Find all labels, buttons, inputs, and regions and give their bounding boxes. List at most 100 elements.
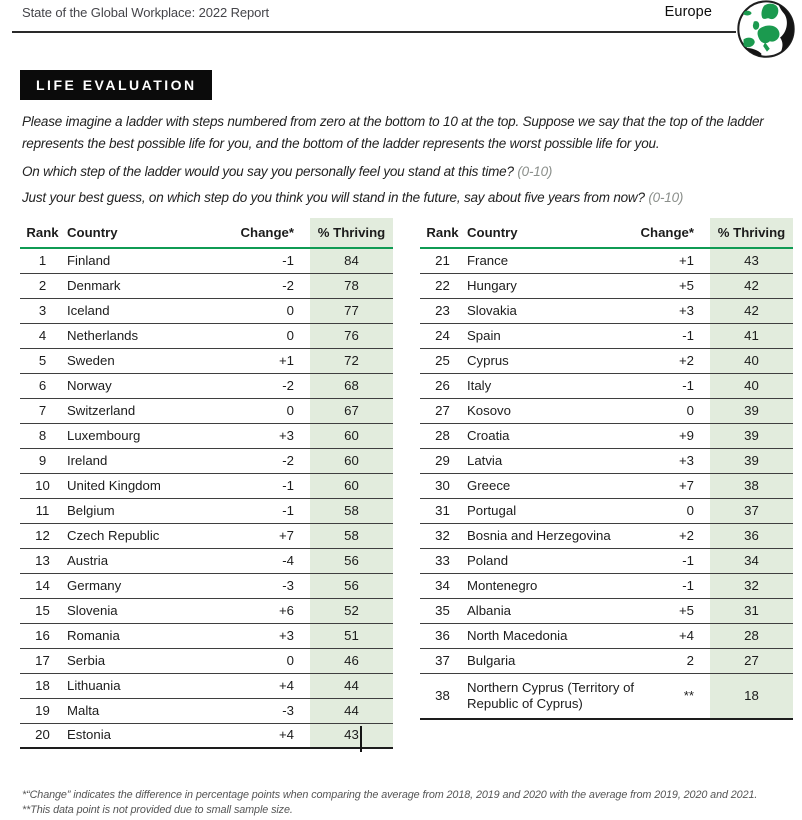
change-column-header: Change*: [640, 218, 710, 249]
country-cell: Slovenia: [65, 598, 240, 624]
rank-cell: 14: [20, 573, 65, 599]
change-cell: +6: [240, 598, 310, 624]
section-title: LIFE EVALUATION: [20, 70, 212, 100]
rank-cell: 17: [20, 648, 65, 674]
thriving-cell: 28: [710, 623, 793, 649]
table-row: 30 Greece +7 38: [420, 473, 793, 499]
thriving-cell: 43: [310, 723, 393, 749]
change-cell: 0: [240, 323, 310, 349]
table-header-row: Rank Country Change* % Thriving: [420, 218, 793, 249]
country-cell: Belgium: [65, 498, 240, 524]
rank-cell: 8: [20, 423, 65, 449]
change-cell: **: [640, 673, 710, 720]
change-cell: 0: [240, 648, 310, 674]
country-cell: France: [465, 248, 640, 274]
table-row: 23 Slovakia +3 42: [420, 298, 793, 324]
rank-cell: 15: [20, 598, 65, 624]
table-row: 25 Cyprus +2 40: [420, 348, 793, 374]
thriving-cell: 41: [710, 323, 793, 349]
country-cell: Netherlands: [65, 323, 240, 349]
country-cell: Serbia: [65, 648, 240, 674]
change-cell: +3: [640, 298, 710, 324]
change-cell: +2: [640, 348, 710, 374]
survey-question-1-scale: (0-10): [517, 164, 553, 179]
rank-cell: 12: [20, 523, 65, 549]
change-cell: 0: [240, 398, 310, 424]
ranking-tables: Rank Country Change* % Thriving 1 Finland…: [20, 218, 793, 780]
change-cell: +1: [640, 248, 710, 274]
thriving-cell: 43: [710, 248, 793, 274]
life-evaluation-table-ranks-1-20: Rank Country Change* % Thriving 1 Finland…: [20, 218, 393, 749]
europe-globe-icon: [737, 0, 795, 58]
country-cell: Northern Cyprus (Territory of Republic o…: [465, 673, 640, 720]
rank-cell: 6: [20, 373, 65, 399]
rank-cell: 37: [420, 648, 465, 674]
country-cell: Sweden: [65, 348, 240, 374]
rank-cell: 21: [420, 248, 465, 274]
rank-column-header: Rank: [420, 218, 465, 249]
footnote-change-definition: *“Change” indicates the difference in pe…: [22, 789, 758, 801]
change-cell: +3: [240, 423, 310, 449]
rank-cell: 18: [20, 673, 65, 699]
rank-cell: 22: [420, 273, 465, 299]
region-label: Europe: [664, 4, 712, 20]
country-cell: Finland: [65, 248, 240, 274]
change-cell: -1: [640, 573, 710, 599]
country-cell: Norway: [65, 373, 240, 399]
rank-cell: 24: [420, 323, 465, 349]
life-evaluation-table-ranks-21-38: Rank Country Change* % Thriving 21 France…: [420, 218, 793, 720]
table-row: 24 Spain -1 41: [420, 323, 793, 349]
country-cell: Germany: [65, 573, 240, 599]
table-row: 22 Hungary +5 42: [420, 273, 793, 299]
change-cell: +4: [240, 723, 310, 749]
rank-cell: 9: [20, 448, 65, 474]
thriving-cell: 42: [710, 273, 793, 299]
country-cell: Montenegro: [465, 573, 640, 599]
survey-question-1: On which step of the ladder would you sa…: [22, 161, 788, 183]
change-cell: +1: [240, 348, 310, 374]
table-row: 31 Portugal 0 37: [420, 498, 793, 524]
rank-cell: 30: [420, 473, 465, 499]
thriving-cell: 51: [310, 623, 393, 649]
thriving-cell: 42: [710, 298, 793, 324]
rank-cell: 25: [420, 348, 465, 374]
change-cell: +4: [640, 623, 710, 649]
report-title: State of the Global Workplace: 2022 Repo…: [22, 5, 270, 20]
change-cell: -1: [240, 473, 310, 499]
change-column-header: Change*: [240, 218, 310, 249]
country-cell: Hungary: [465, 273, 640, 299]
table-row: 15 Slovenia +6 52: [20, 598, 393, 624]
thriving-cell: 40: [710, 348, 793, 374]
table-row: 38 Northern Cyprus (Territory of Republic…: [420, 673, 793, 720]
table-row: 21 France +1 43: [420, 248, 793, 274]
table-row: 1 Finland -1 84: [20, 248, 393, 274]
table-row: 4 Netherlands 0 76: [20, 323, 393, 349]
thriving-cell: 37: [710, 498, 793, 524]
country-cell: Bulgaria: [465, 648, 640, 674]
thriving-cell: 31: [710, 598, 793, 624]
table-row: 19 Malta -3 44: [20, 698, 393, 724]
change-cell: +7: [640, 473, 710, 499]
rank-cell: 35: [420, 598, 465, 624]
thriving-cell: 44: [310, 698, 393, 724]
rank-cell: 13: [20, 548, 65, 574]
country-cell: Albania: [465, 598, 640, 624]
rank-cell: 33: [420, 548, 465, 574]
table-row: 6 Norway -2 68: [20, 373, 393, 399]
country-cell: Czech Republic: [65, 523, 240, 549]
text-cursor-artifact: [360, 726, 362, 752]
change-cell: -2: [240, 448, 310, 474]
thriving-cell: 58: [310, 523, 393, 549]
table-row: 26 Italy -1 40: [420, 373, 793, 399]
country-cell: Iceland: [65, 298, 240, 324]
country-cell: United Kingdom: [65, 473, 240, 499]
change-cell: +3: [640, 448, 710, 474]
country-cell: Bosnia and Herzegovina: [465, 523, 640, 549]
table-row: 35 Albania +5 31: [420, 598, 793, 624]
thriving-cell: 36: [710, 523, 793, 549]
thriving-cell: 39: [710, 448, 793, 474]
country-cell: Slovakia: [465, 298, 640, 324]
header-divider: [12, 31, 736, 33]
thriving-cell: 60: [310, 423, 393, 449]
thriving-cell: 34: [710, 548, 793, 574]
